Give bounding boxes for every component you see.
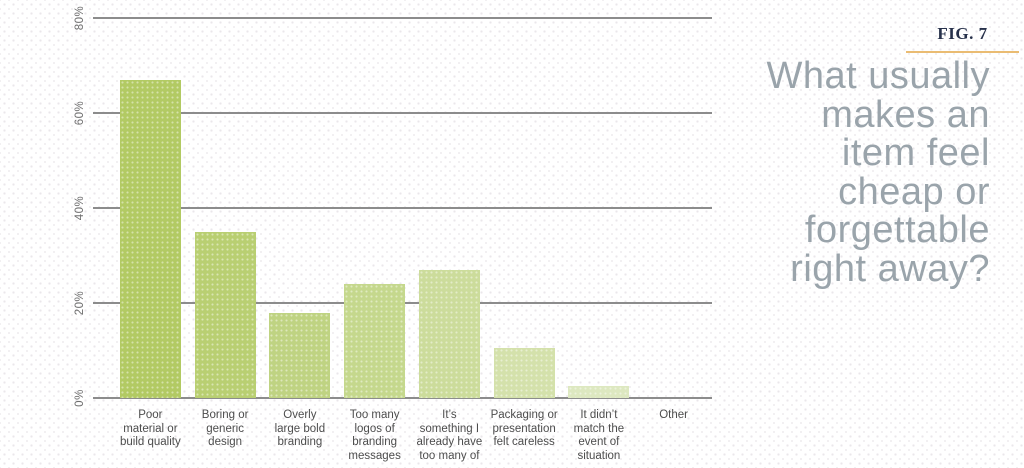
gridline-40% — [93, 207, 712, 209]
y-tick-label: 0% — [74, 389, 86, 407]
bar-chart: 0% 20% 40% 60% 80% Poor material or build qual… — [74, 0, 712, 463]
figure-underline — [906, 51, 1019, 53]
category-label-line: already have — [416, 436, 483, 448]
bar-slot — [487, 0, 562, 398]
chart-question-title: What usually makes an item feel cheap or for… — [700, 57, 990, 288]
category-label: Other — [636, 409, 711, 463]
gridline-80% — [93, 17, 712, 19]
category-label-line: Other — [659, 409, 688, 421]
category-label-line: It didn’t — [580, 409, 618, 421]
bar-slot — [562, 0, 637, 398]
bar-1 — [119, 79, 181, 398]
gridline-0% — [93, 397, 712, 399]
category-label-line: situation — [577, 449, 621, 462]
category-label-line: generic — [206, 422, 244, 435]
category-label-line: build quality — [120, 436, 181, 448]
category-label: It didn’t match the event of situation — [562, 409, 637, 463]
bar-2 — [194, 231, 256, 398]
figure-label: FIG. 7 — [937, 24, 988, 43]
y-tick-label: 80% — [74, 5, 86, 31]
bar-slot — [113, 0, 188, 398]
category-label-line: Poor — [138, 409, 163, 421]
category-label: Poor material or build quality — [113, 409, 188, 463]
category-label-line: too many of — [419, 449, 480, 462]
bar-slot — [188, 0, 263, 398]
bar-5 — [418, 269, 480, 398]
bar-slot — [636, 0, 711, 398]
y-tick-label: 60% — [74, 100, 86, 126]
category-label-line: Too many — [349, 409, 400, 421]
category-label-line: It’s — [442, 409, 457, 421]
bar-7 — [568, 386, 630, 398]
category-label-line: Packaging or — [490, 409, 558, 421]
question-line: makes an — [821, 93, 990, 136]
question-line: forgettable — [804, 209, 990, 251]
category-label-line: Overly — [283, 409, 317, 421]
y-tick-label: 40% — [74, 195, 86, 221]
bar-slot — [263, 0, 338, 398]
bar-slot — [337, 0, 412, 398]
category-label-line: material or — [123, 422, 178, 435]
question-line: cheap or — [838, 170, 990, 213]
category-label-line: event of — [578, 436, 620, 448]
category-label-line: logos of — [354, 422, 395, 435]
category-label-line: design — [208, 436, 243, 448]
gridline-60% — [93, 112, 712, 114]
category-label: Overly large bold branding — [263, 409, 338, 463]
category-label-line: messages — [348, 449, 401, 462]
category-label-line: large bold — [274, 422, 326, 435]
category-label: Too many logos of branding messages — [337, 409, 412, 463]
category-label-line: branding — [352, 436, 397, 448]
category-label-line: felt careless — [493, 436, 555, 448]
category-label: Boring or generic design — [188, 409, 263, 463]
bar-slot — [412, 0, 487, 398]
category-label-line: Boring or — [201, 409, 249, 421]
category-label-line: match the — [573, 422, 625, 435]
category-label-line: branding — [277, 436, 323, 448]
x-axis-category-labels: Poor material or build quality Boring or gen… — [113, 409, 711, 463]
category-label-line: presentation — [492, 422, 556, 435]
bar-3 — [269, 312, 331, 398]
figure-label-block: FIG. 7 — [906, 24, 1019, 53]
bars-layer — [113, 0, 711, 398]
side-panel: FIG. 7 What usually makes an item feel chea… — [730, 0, 1024, 468]
question-line: right away? — [790, 247, 990, 290]
category-label: Packaging or presentation felt careless — [487, 409, 562, 463]
bar-4 — [344, 284, 406, 398]
y-tick-label: 20% — [74, 290, 86, 316]
category-label-line: something I — [419, 422, 480, 435]
question-line: What usually — [766, 55, 990, 97]
question-line: item feel — [841, 132, 990, 174]
bar-6 — [493, 348, 555, 398]
